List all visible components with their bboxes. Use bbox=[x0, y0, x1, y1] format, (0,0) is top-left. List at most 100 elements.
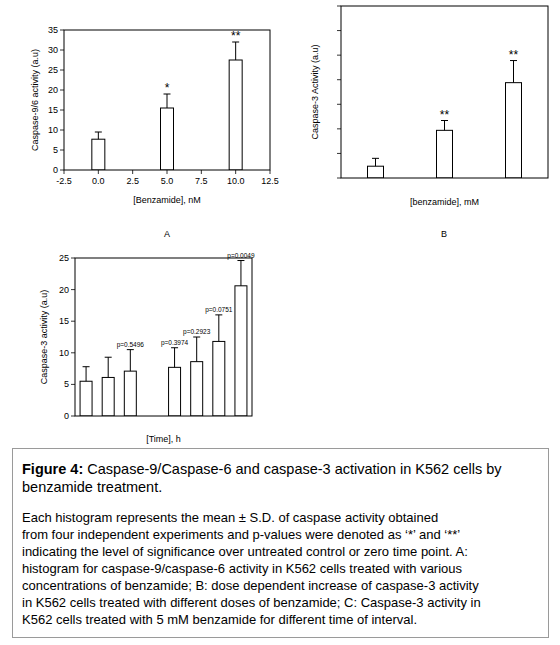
error-bar bbox=[105, 357, 112, 377]
y-tick bbox=[60, 70, 64, 71]
y-tick bbox=[337, 153, 341, 154]
y-tick bbox=[60, 170, 64, 171]
y-tick-label: 0 bbox=[53, 165, 58, 175]
x-tick-label: 5.0 bbox=[161, 176, 174, 186]
x-tick-label: -2.5 bbox=[56, 176, 72, 186]
panel-label: B bbox=[441, 229, 447, 239]
plot-frame bbox=[341, 6, 548, 178]
x-tick bbox=[167, 170, 168, 174]
x-tick bbox=[98, 170, 99, 174]
y-tick-label: 30 bbox=[48, 45, 58, 55]
y-tick-label: 5 bbox=[64, 379, 69, 389]
y-tick-label: 0 bbox=[64, 411, 69, 421]
y-tick bbox=[60, 90, 64, 91]
error-bar bbox=[127, 350, 134, 371]
x-axis-label: [Time], h bbox=[146, 434, 181, 444]
y-tick bbox=[337, 79, 341, 80]
y-tick-label: 20 bbox=[48, 85, 58, 95]
error-bar bbox=[232, 42, 239, 60]
y-tick bbox=[337, 30, 341, 31]
background bbox=[0, 0, 560, 645]
annotation: p=0.5496 bbox=[117, 341, 145, 349]
x-tick bbox=[64, 170, 65, 174]
marks bbox=[80, 261, 247, 416]
y-tick-label: 25 bbox=[59, 253, 69, 263]
caption-heading: Figure 4:Caspase-9/Caspase-6 and caspase… bbox=[22, 461, 502, 477]
y-tick bbox=[71, 416, 75, 417]
y-tick bbox=[71, 352, 75, 353]
x-tick bbox=[132, 170, 133, 174]
x-tick-label: 0.0 bbox=[92, 176, 105, 186]
chart: 0510152025p=0.5496p=0.3974p=0.2923p=0.07… bbox=[39, 252, 255, 444]
error-bar bbox=[95, 132, 102, 139]
bar bbox=[437, 130, 453, 178]
bar bbox=[229, 60, 242, 170]
chart: ****[benzamide], mMCaspase-3 Activity (a… bbox=[310, 6, 548, 207]
y-tick bbox=[337, 6, 341, 7]
annotation: ** bbox=[440, 108, 450, 122]
y-tick bbox=[71, 384, 75, 385]
figure: 05101520253035-2.50.02.55.07.510.012.5**… bbox=[0, 0, 560, 645]
bar bbox=[124, 371, 136, 416]
y-tick-label: 5 bbox=[53, 145, 58, 155]
bar bbox=[92, 139, 105, 170]
bar bbox=[169, 367, 181, 416]
caption-body: concentrations of benzamide; B: dose dep… bbox=[22, 578, 479, 593]
x-tick-label: 12.5 bbox=[261, 176, 279, 186]
y-tick-label: 10 bbox=[48, 125, 58, 135]
panel-label: A bbox=[164, 229, 170, 239]
x-tick-label: 2.5 bbox=[126, 176, 139, 186]
y-tick-label: 10 bbox=[59, 348, 69, 358]
y-axis-label: Caspase-3 Activity (a.u) bbox=[310, 44, 320, 139]
caption-body: histogram for caspase-9/caspase-6 activi… bbox=[22, 561, 463, 576]
plot-frame bbox=[75, 258, 252, 416]
x-tick bbox=[270, 170, 271, 174]
y-tick bbox=[337, 178, 341, 179]
y-tick bbox=[337, 55, 341, 56]
plot-frame bbox=[64, 30, 270, 170]
y-tick bbox=[71, 258, 75, 259]
caption-body: Each histogram represents the mean ± S.D… bbox=[22, 510, 438, 525]
bar bbox=[213, 341, 225, 416]
error-bar bbox=[237, 261, 244, 286]
y-tick bbox=[60, 150, 64, 151]
caption-body: indicating the level of significance ove… bbox=[22, 544, 468, 559]
annotation: * bbox=[165, 81, 170, 95]
x-tick-label: 10.0 bbox=[227, 176, 245, 186]
error-bar bbox=[215, 315, 222, 342]
y-tick bbox=[60, 30, 64, 31]
caption-box bbox=[13, 449, 549, 638]
y-tick bbox=[60, 110, 64, 111]
chart: 05101520253035-2.50.02.55.07.510.012.5**… bbox=[30, 25, 279, 205]
y-tick bbox=[71, 289, 75, 290]
error-bar bbox=[510, 61, 517, 83]
y-axis-label: Caspase-3 activity (a.u) bbox=[39, 290, 49, 385]
bar bbox=[368, 166, 384, 178]
y-tick bbox=[60, 50, 64, 51]
annotation: p=0.3974 bbox=[161, 339, 189, 347]
figure-label: Figure 4: bbox=[22, 461, 83, 477]
x-tick bbox=[201, 170, 202, 174]
y-axis-label: Caspase-9/6 activity (a.u) bbox=[30, 49, 40, 151]
x-axis-label: [Benzamide], nM bbox=[133, 195, 201, 205]
annotation: p=0.0751 bbox=[205, 306, 233, 314]
bar bbox=[102, 377, 114, 416]
caption-body: from four independent experiments and p-… bbox=[22, 527, 460, 542]
bar bbox=[235, 286, 247, 416]
error-bar bbox=[193, 337, 200, 362]
y-tick bbox=[71, 321, 75, 322]
bar bbox=[191, 362, 203, 416]
y-tick-label: 25 bbox=[48, 65, 58, 75]
y-tick bbox=[60, 130, 64, 131]
y-tick-label: 15 bbox=[59, 316, 69, 326]
caption-body: in K562 cells treated with different dos… bbox=[22, 595, 481, 610]
error-bar bbox=[372, 158, 379, 166]
error-bar bbox=[171, 348, 178, 368]
error-bar bbox=[83, 367, 90, 382]
annotation: p=0.2923 bbox=[183, 328, 211, 336]
error-bar bbox=[441, 121, 448, 131]
marks bbox=[368, 61, 522, 178]
x-axis-label: [benzamide], mM bbox=[410, 197, 479, 207]
x-tick bbox=[235, 170, 236, 174]
error-bar bbox=[164, 94, 171, 108]
